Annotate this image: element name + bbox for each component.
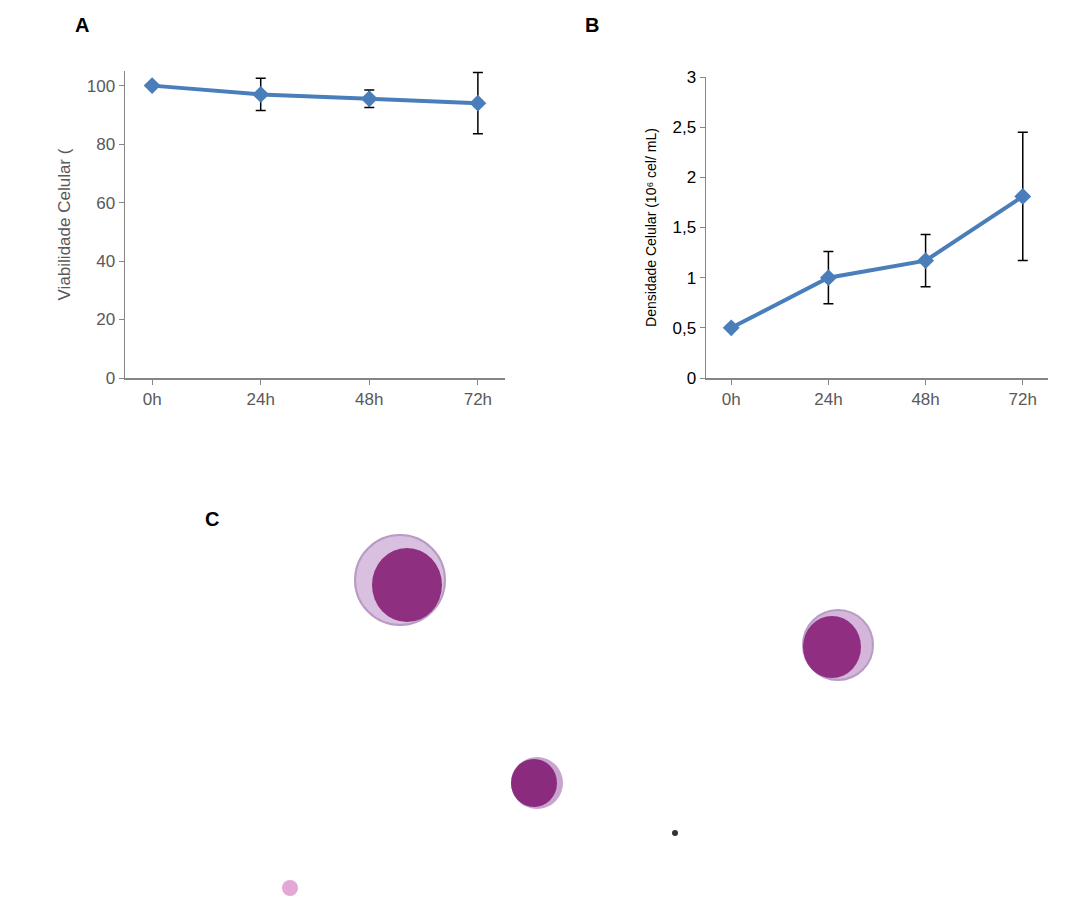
- svg-text:60: 60: [96, 194, 115, 213]
- svg-text:Densidade Celular (10⁶ cel/ mL: Densidade Celular (10⁶ cel/ mL): [643, 128, 659, 327]
- svg-text:1: 1: [687, 269, 696, 288]
- svg-text:100: 100: [87, 77, 115, 96]
- svg-text:20: 20: [96, 310, 115, 329]
- html-text:C: C: [205, 508, 220, 530]
- svg-text:Viabilidade Celular (: Viabilidade Celular (: [55, 148, 74, 300]
- svg-text:2,5: 2,5: [672, 118, 696, 137]
- svg-text:0h: 0h: [143, 390, 162, 409]
- svg-text:3: 3: [687, 68, 696, 87]
- html-text:A: A: [75, 14, 90, 36]
- svg-text:40: 40: [96, 252, 115, 271]
- svg-text:80: 80: [96, 135, 115, 154]
- svg-text:48h: 48h: [355, 390, 383, 409]
- svg-text:0h: 0h: [722, 390, 741, 409]
- svg-text:2: 2: [687, 168, 696, 187]
- svg-text:1,5: 1,5: [672, 218, 696, 237]
- svg-text:0: 0: [687, 369, 696, 388]
- svg-text:0: 0: [106, 369, 115, 388]
- svg-text:24h: 24h: [247, 390, 275, 409]
- svg-text:72h: 72h: [464, 390, 492, 409]
- html-text:B: B: [585, 14, 600, 36]
- svg-text:48h: 48h: [911, 390, 939, 409]
- svg-text:72h: 72h: [1009, 390, 1037, 409]
- svg-text:24h: 24h: [814, 390, 842, 409]
- svg-text:0,5: 0,5: [672, 319, 696, 338]
